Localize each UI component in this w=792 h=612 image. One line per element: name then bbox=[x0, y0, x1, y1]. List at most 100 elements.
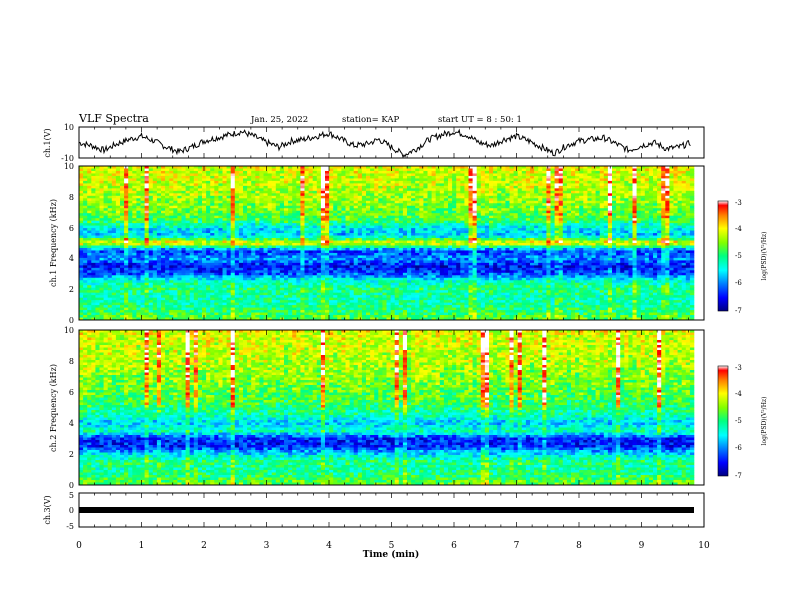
spectrogram-cell bbox=[428, 245, 432, 248]
spectrogram-cell bbox=[567, 231, 571, 234]
spectrogram-cell bbox=[362, 245, 366, 248]
spectrogram-cell bbox=[358, 228, 362, 231]
spectrogram-cell bbox=[268, 213, 272, 216]
spectrogram-cell bbox=[690, 186, 694, 189]
spectrogram-cell bbox=[251, 178, 255, 181]
spectrogram-cell bbox=[305, 241, 309, 244]
spectrogram-cell bbox=[473, 223, 477, 226]
spectrogram-cell bbox=[436, 231, 440, 234]
spectrogram-cell bbox=[354, 193, 358, 196]
spectrogram-cell bbox=[399, 213, 403, 216]
spectrogram-cell bbox=[268, 171, 272, 174]
spectrogram-cell bbox=[415, 208, 419, 211]
spectrogram-cell bbox=[202, 181, 206, 184]
spectrogram-cell bbox=[321, 171, 325, 174]
spectrogram-cell bbox=[407, 183, 411, 186]
spectrogram-cell bbox=[608, 191, 612, 194]
spectrogram-cell bbox=[616, 191, 620, 194]
spectrogram-cell bbox=[329, 176, 333, 179]
spectrogram-cell bbox=[378, 201, 382, 204]
spectrogram-cell bbox=[317, 236, 321, 239]
ch1-spectrogram-panel: 0 2 4 6 8 10 ch.1 Frequency (kHz) bbox=[49, 162, 704, 325]
spectrogram-cell bbox=[300, 196, 304, 199]
spectrogram-cell bbox=[190, 236, 194, 239]
spectrogram-cell bbox=[534, 186, 538, 189]
spectrogram-cell bbox=[505, 226, 509, 229]
spectrogram-cell bbox=[587, 218, 591, 221]
spectrogram-cell bbox=[419, 183, 423, 186]
spectrogram-cell bbox=[116, 233, 120, 236]
spectrogram-cell bbox=[145, 233, 149, 236]
spectrogram-cell bbox=[276, 241, 280, 244]
spectrogram-cell bbox=[657, 191, 661, 194]
spectrogram-cell bbox=[518, 213, 522, 216]
spectrogram-cell bbox=[346, 183, 350, 186]
spectrogram-cell bbox=[608, 176, 612, 179]
spectrogram-cell bbox=[534, 211, 538, 214]
spectrogram-cell bbox=[432, 188, 436, 191]
spectrogram-cell bbox=[95, 243, 99, 246]
spectrogram-cell bbox=[674, 245, 678, 248]
spectrogram-cell bbox=[173, 233, 177, 236]
spectrogram-cell bbox=[551, 191, 555, 194]
spectrogram-cell bbox=[95, 203, 99, 206]
spectrogram-cell bbox=[268, 208, 272, 211]
spectrogram-cell bbox=[616, 171, 620, 174]
spectrogram-cell bbox=[571, 193, 575, 196]
spectrogram-cell bbox=[243, 168, 247, 171]
spectrogram-cell bbox=[608, 216, 612, 219]
spectrogram-cell bbox=[87, 221, 91, 224]
spectrogram-cell bbox=[456, 218, 460, 221]
spectrogram-cell bbox=[530, 238, 534, 241]
spectrogram-cell bbox=[157, 193, 161, 196]
spectrogram-cell bbox=[387, 171, 391, 174]
spectrogram-cell bbox=[194, 186, 198, 189]
spectrogram-cell bbox=[333, 245, 337, 248]
spectrogram-cell bbox=[399, 178, 403, 181]
spectrogram-cell bbox=[333, 208, 337, 211]
spectrogram-cell bbox=[321, 178, 325, 181]
spectrogram-cell bbox=[91, 241, 95, 244]
spectrogram-cell bbox=[538, 186, 542, 189]
spectrogram-cell bbox=[526, 178, 530, 181]
spectrogram-cell bbox=[280, 198, 284, 201]
spectrogram-cell bbox=[341, 226, 345, 229]
spectrogram-cell bbox=[354, 181, 358, 184]
spectrogram-cell bbox=[620, 168, 624, 171]
spectrogram-cell bbox=[100, 218, 104, 221]
spectrogram-cell bbox=[350, 226, 354, 229]
spectrogram-cell bbox=[411, 178, 415, 181]
spectrogram-cell bbox=[247, 231, 251, 234]
spectrogram-cell bbox=[177, 178, 181, 181]
spectrogram-cell bbox=[489, 198, 493, 201]
spectrogram-cell bbox=[436, 238, 440, 241]
spectrogram-cell bbox=[674, 196, 678, 199]
spectrogram-cell bbox=[206, 245, 210, 248]
spectrogram-cell bbox=[91, 176, 95, 179]
spectrogram-cell bbox=[264, 188, 268, 191]
spectrogram-cell bbox=[153, 238, 157, 241]
spectrogram-cell bbox=[649, 228, 653, 231]
spectrogram-cell bbox=[649, 176, 653, 179]
spectrogram-cell bbox=[87, 231, 91, 234]
spectrogram-cell bbox=[682, 198, 686, 201]
spectrogram-cell bbox=[501, 186, 505, 189]
spectrogram-cell bbox=[288, 218, 292, 221]
spectrogram-cell bbox=[145, 221, 149, 224]
spectrogram-cell bbox=[641, 213, 645, 216]
spectrogram-cell bbox=[177, 216, 181, 219]
spectrogram-cell bbox=[596, 196, 600, 199]
spectrogram-cell bbox=[366, 223, 370, 226]
spectrogram-cell bbox=[559, 188, 563, 191]
spectrogram-cell bbox=[104, 168, 108, 171]
spectrogram-cell bbox=[592, 241, 596, 244]
spectrogram-cell bbox=[145, 218, 149, 221]
spectrogram-cell bbox=[514, 233, 518, 236]
spectrogram-cell bbox=[243, 201, 247, 204]
spectrogram-cell bbox=[637, 201, 641, 204]
spectrogram-cell bbox=[108, 211, 112, 214]
spectrogram-cell bbox=[464, 183, 468, 186]
spectrogram-cell bbox=[592, 203, 596, 206]
spectrogram-cell bbox=[559, 223, 563, 226]
spectrogram-cell bbox=[423, 221, 427, 224]
